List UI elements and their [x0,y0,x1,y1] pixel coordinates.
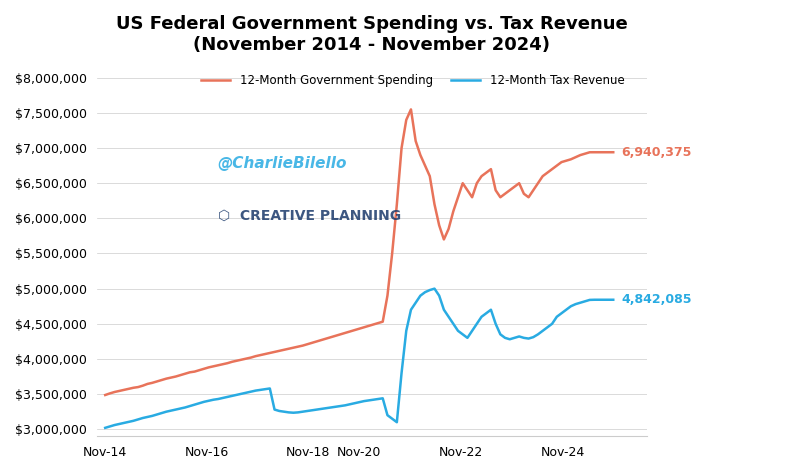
12-Month Tax Revenue [100,425,110,431]
12-Month Tax Revenue [439,307,449,312]
12-Month Government Spending [374,320,383,326]
Text: ⬡  CREATIVE PLANNING: ⬡ CREATIVE PLANNING [218,209,401,223]
Legend: 12-Month Government Spending, 12-Month Tax Revenue: 12-Month Government Spending, 12-Month T… [196,70,629,92]
Line: 12-Month Tax Revenue: 12-Month Tax Revenue [105,289,614,428]
12-Month Government Spending [270,349,279,355]
Line: 12-Month Government Spending: 12-Month Government Spending [105,109,614,395]
12-Month Government Spending [439,237,449,242]
12-Month Tax Revenue [270,407,279,412]
12-Month Government Spending [406,107,416,112]
12-Month Government Spending [100,392,110,398]
12-Month Government Spending [378,319,387,325]
12-Month Tax Revenue [430,286,439,292]
12-Month Government Spending [242,356,251,362]
12-Month Tax Revenue [374,396,383,402]
Text: 6,940,375: 6,940,375 [622,146,692,159]
12-Month Government Spending [609,149,618,155]
Text: @CharlieBilello: @CharlieBilello [218,156,347,171]
Text: 4,842,085: 4,842,085 [622,293,692,306]
12-Month Tax Revenue [378,395,387,401]
12-Month Tax Revenue [242,390,251,395]
12-Month Tax Revenue [138,415,148,421]
Title: US Federal Government Spending vs. Tax Revenue
(November 2014 - November 2024): US Federal Government Spending vs. Tax R… [116,15,628,54]
12-Month Tax Revenue [609,297,618,302]
12-Month Government Spending [138,383,148,389]
